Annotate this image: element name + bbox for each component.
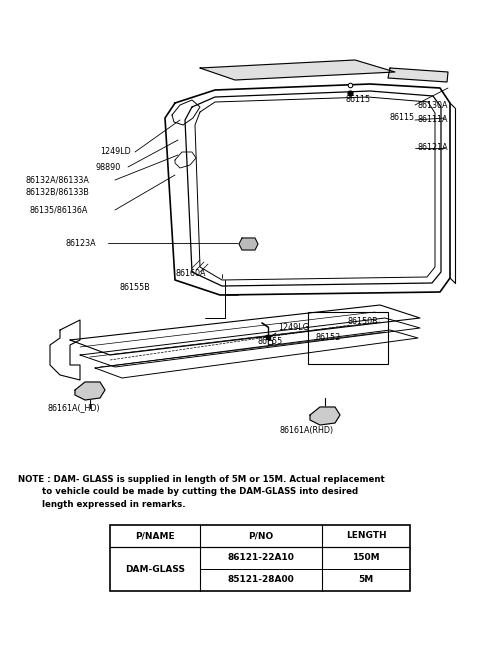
Text: 98890: 98890 [95, 162, 120, 171]
Text: 86130A: 86130A [418, 101, 448, 110]
Text: 86152: 86152 [315, 334, 340, 342]
Text: 1249LD: 1249LD [100, 148, 131, 156]
Text: NOTE : DAM- GLASS is supplied in length of 5M or 15M. Actual replacement
       : NOTE : DAM- GLASS is supplied in length … [18, 475, 385, 509]
Text: 86150B: 86150B [348, 317, 379, 327]
Text: 150M: 150M [352, 553, 380, 562]
Polygon shape [200, 60, 395, 80]
Text: P/NAME: P/NAME [135, 532, 175, 541]
Text: 86161A(RHD): 86161A(RHD) [280, 426, 334, 434]
Text: DAM-GLASS: DAM-GLASS [125, 564, 185, 574]
Text: LENGTH: LENGTH [346, 532, 386, 541]
Text: 86121-22A10: 86121-22A10 [228, 553, 294, 562]
Text: 86123A: 86123A [65, 238, 96, 248]
Text: 86155B: 86155B [120, 284, 151, 292]
Text: 86132A/86133A: 86132A/86133A [25, 175, 89, 185]
Text: 86161A(_HD): 86161A(_HD) [48, 403, 101, 413]
Polygon shape [75, 382, 105, 400]
Bar [110, 525, 410, 591]
Text: 86115: 86115 [390, 114, 415, 122]
Text: 86160A: 86160A [175, 269, 205, 279]
Text: 86132B/86133B: 86132B/86133B [25, 187, 89, 196]
Text: 86135/86136A: 86135/86136A [30, 206, 88, 214]
Text: 86121A: 86121A [418, 143, 449, 152]
Polygon shape [310, 407, 340, 425]
Text: 86111A: 86111A [418, 116, 448, 124]
Polygon shape [239, 238, 258, 250]
Polygon shape [388, 68, 448, 82]
Bar [308, 312, 388, 364]
Text: 86155: 86155 [258, 338, 283, 346]
Text: 1249LG: 1249LG [278, 323, 309, 332]
Text: 86115: 86115 [345, 95, 370, 104]
Text: 5M: 5M [359, 576, 373, 585]
Text: 85121-28A00: 85121-28A00 [228, 576, 294, 585]
Text: P/NO: P/NO [248, 532, 274, 541]
